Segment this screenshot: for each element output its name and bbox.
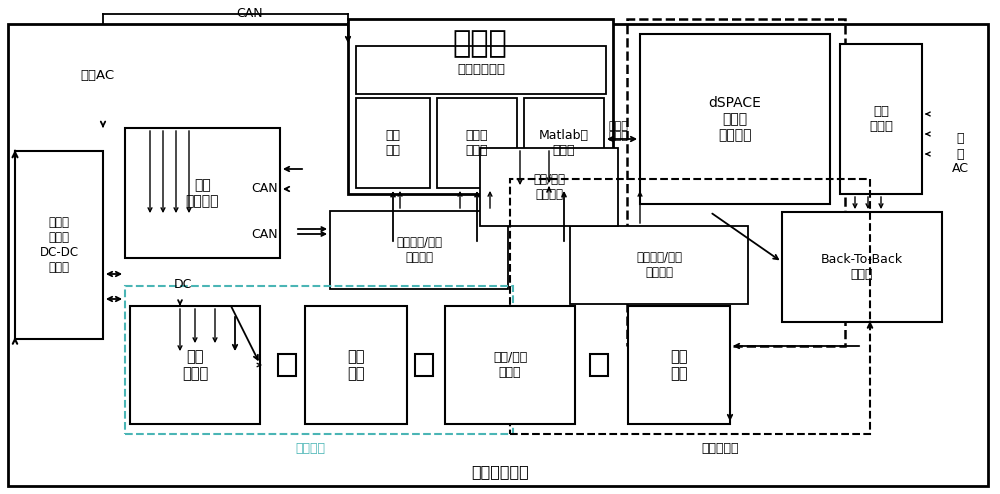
Text: 数据采
集系统: 数据采 集系统	[466, 129, 488, 157]
Bar	[125, 286, 513, 434]
Text: 电机
驱动器: 电机 驱动器	[182, 349, 208, 381]
Bar	[524, 98, 604, 188]
Text: 测功机系统: 测功机系统	[701, 442, 739, 454]
Bar	[480, 148, 618, 226]
Text: Matlab仿
真系统: Matlab仿 真系统	[539, 129, 589, 157]
Text: dSPACE
半实物
仿真系统: dSPACE 半实物 仿真系统	[709, 96, 761, 142]
Text: 控制
系统: 控制 系统	[386, 129, 400, 157]
Text: 电源
模拟系统: 电源 模拟系统	[186, 178, 219, 208]
Text: 转矩/转速
采样电路: 转矩/转速 采样电路	[533, 173, 565, 201]
Text: CAN: CAN	[252, 228, 278, 241]
Bar	[305, 306, 407, 424]
Text: 汽车
电机: 汽车 电机	[347, 349, 365, 381]
Bar	[627, 19, 845, 346]
Text: 被测对象: 被测对象	[295, 442, 325, 454]
Text: CAN: CAN	[252, 182, 278, 196]
Text: Back-To-Back
变换器: Back-To-Back 变换器	[821, 253, 903, 281]
Bar	[510, 179, 870, 434]
Bar	[278, 354, 296, 376]
Text: 负载
电机: 负载 电机	[670, 349, 688, 381]
Text: 转矩/转速
传感器: 转矩/转速 传感器	[493, 351, 527, 379]
Bar	[15, 151, 103, 339]
Text: DC: DC	[174, 278, 192, 290]
Bar	[356, 46, 606, 94]
Text: 能量回馈通道: 能量回馈通道	[471, 464, 529, 480]
Bar	[130, 306, 260, 424]
Text: 第一电压/电流
采样电路: 第一电压/电流 采样电路	[396, 236, 442, 264]
Bar	[782, 212, 942, 322]
Text: 用户管理系统: 用户管理系统	[457, 64, 505, 77]
Bar	[415, 354, 433, 376]
Text: 三相
调压器: 三相 调压器	[869, 105, 893, 133]
Bar	[590, 354, 608, 376]
Bar	[330, 211, 508, 289]
Bar	[840, 44, 922, 194]
Bar	[125, 128, 280, 258]
Bar	[437, 98, 517, 188]
Text: CAN: CAN	[237, 7, 263, 20]
Bar	[356, 98, 430, 188]
Text: 电
网
AC: 电 网 AC	[952, 132, 968, 175]
Text: 第二电压/电流
采样电路: 第二电压/电流 采样电路	[636, 251, 682, 279]
Bar	[640, 34, 830, 204]
Text: 工控机: 工控机	[453, 30, 507, 58]
Bar	[348, 19, 613, 194]
Bar	[445, 306, 575, 424]
Text: 以太网: 以太网	[608, 121, 628, 131]
Text: 以太网: 以太网	[608, 131, 628, 141]
Bar	[570, 226, 748, 304]
Text: 三重三
相双向
DC-DC
变换器: 三重三 相双向 DC-DC 变换器	[39, 216, 79, 274]
Text: 电网AC: 电网AC	[80, 70, 114, 82]
Bar	[628, 306, 730, 424]
